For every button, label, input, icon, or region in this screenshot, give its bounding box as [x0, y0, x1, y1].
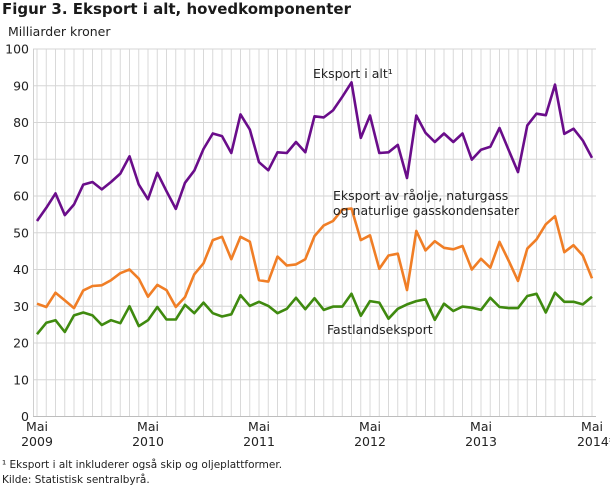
- y-tick-label: 40: [13, 262, 29, 277]
- series-label: og naturlige gasskondensater: [333, 203, 520, 218]
- series-line-raolje-naturgass: [36, 207, 594, 310]
- series-label: Fastlandseksport: [327, 322, 433, 337]
- y-tick-label: 100: [5, 42, 29, 57]
- series-label: Eksport av råolje, naturgass: [333, 188, 508, 203]
- y-tick-label: 90: [13, 78, 29, 93]
- x-tick-label-year: 2013: [465, 434, 497, 449]
- x-tick-label-year: 2011: [243, 434, 275, 449]
- y-tick-label: 0: [21, 409, 29, 424]
- chart-title: Figur 3. Eksport i alt, hovedkomponenter: [2, 0, 351, 18]
- y-tick-label: 30: [13, 299, 29, 314]
- x-tick-label-month: Mai: [248, 419, 270, 434]
- series-line-eksport-i-alt: [35, 81, 594, 222]
- x-tick-label-month: Mai: [581, 419, 603, 434]
- x-tick-label-year: 2010: [132, 434, 164, 449]
- y-tick-label: 80: [13, 115, 29, 130]
- x-tick-label-month: Mai: [26, 419, 48, 434]
- source-note: Kilde: Statistisk sentralbyrå.: [2, 474, 150, 486]
- y-tick-label: 10: [13, 372, 29, 387]
- series-line-fastlandseksport: [35, 291, 593, 336]
- y-tick-label: 20: [13, 336, 29, 351]
- x-tick-label-year: 2009: [21, 434, 53, 449]
- y-axis-label: Milliarder kroner: [8, 24, 111, 39]
- y-tick-label: 60: [13, 189, 29, 204]
- y-tick-label: 50: [13, 225, 29, 240]
- x-tick-label-month: Mai: [137, 419, 159, 434]
- series-label: Eksport i alt¹: [313, 66, 393, 81]
- footnote: ¹ Eksport i alt inkluderer også skip og …: [2, 459, 283, 471]
- x-tick-label-year: 2012: [354, 434, 386, 449]
- x-tick-label-month: Mai: [359, 419, 381, 434]
- x-tick-label-year: 2014*: [577, 434, 610, 449]
- y-tick-label: 70: [13, 152, 29, 167]
- x-tick-label-month: Mai: [470, 419, 492, 434]
